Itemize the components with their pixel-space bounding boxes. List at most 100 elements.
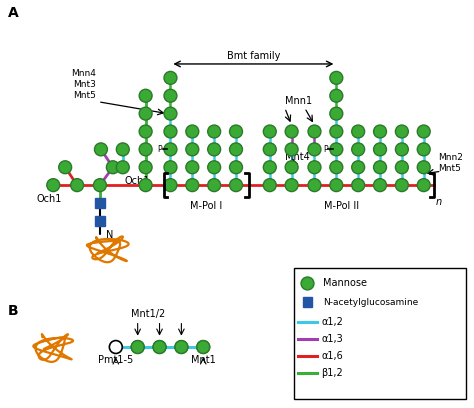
Text: α1,3: α1,3	[321, 334, 343, 344]
Circle shape	[116, 143, 129, 156]
Text: P: P	[157, 145, 162, 154]
Text: M-Pol II: M-Pol II	[324, 201, 359, 211]
Text: Mannose: Mannose	[323, 278, 367, 288]
Circle shape	[374, 161, 386, 174]
Text: Mnt4: Mnt4	[285, 152, 310, 162]
Circle shape	[285, 161, 298, 174]
Circle shape	[308, 125, 321, 138]
Text: Mnt1/2: Mnt1/2	[131, 309, 166, 319]
Text: α1,6: α1,6	[321, 351, 343, 361]
Text: Mnt1: Mnt1	[191, 355, 216, 366]
Circle shape	[374, 125, 386, 138]
Circle shape	[186, 143, 199, 156]
Circle shape	[116, 161, 129, 174]
Circle shape	[330, 161, 343, 174]
Circle shape	[417, 143, 430, 156]
Text: A: A	[8, 7, 18, 20]
Circle shape	[139, 143, 152, 156]
Circle shape	[264, 161, 276, 174]
Circle shape	[153, 341, 166, 353]
Circle shape	[208, 125, 220, 138]
Circle shape	[308, 179, 321, 192]
Circle shape	[186, 125, 199, 138]
Circle shape	[164, 161, 177, 174]
Circle shape	[374, 179, 386, 192]
Circle shape	[330, 107, 343, 120]
Circle shape	[164, 107, 177, 120]
Circle shape	[208, 179, 220, 192]
Circle shape	[285, 143, 298, 156]
Circle shape	[186, 161, 199, 174]
Circle shape	[164, 125, 177, 138]
Circle shape	[374, 143, 386, 156]
Circle shape	[352, 161, 365, 174]
Circle shape	[301, 277, 314, 290]
Text: Och1: Och1	[36, 193, 62, 204]
Circle shape	[352, 143, 365, 156]
Text: M-Pol I: M-Pol I	[190, 201, 222, 211]
Circle shape	[197, 341, 210, 353]
Circle shape	[139, 125, 152, 138]
Text: Och1: Och1	[125, 176, 150, 186]
Circle shape	[395, 143, 408, 156]
Text: Bmt family: Bmt family	[227, 51, 280, 61]
Circle shape	[164, 71, 177, 84]
Text: Mnn2
Mnt5: Mnn2 Mnt5	[438, 153, 464, 173]
Circle shape	[47, 179, 60, 192]
Circle shape	[229, 143, 243, 156]
Circle shape	[175, 341, 188, 353]
Circle shape	[94, 143, 108, 156]
Text: n: n	[436, 197, 442, 207]
Circle shape	[352, 125, 365, 138]
Circle shape	[208, 143, 220, 156]
Text: Pmt1-5: Pmt1-5	[98, 355, 134, 366]
Text: N-acetylglucosamine: N-acetylglucosamine	[323, 298, 419, 307]
Circle shape	[330, 89, 343, 102]
Circle shape	[229, 125, 243, 138]
Circle shape	[131, 341, 144, 353]
Bar	[302, 297, 312, 307]
Text: B: B	[8, 304, 18, 318]
Circle shape	[93, 179, 106, 192]
Circle shape	[139, 107, 152, 120]
Circle shape	[395, 125, 408, 138]
Circle shape	[131, 341, 144, 353]
Circle shape	[139, 89, 152, 102]
Circle shape	[186, 179, 199, 192]
Circle shape	[285, 179, 298, 192]
Circle shape	[139, 161, 152, 174]
Text: α1,2: α1,2	[321, 317, 343, 327]
Circle shape	[264, 125, 276, 138]
Circle shape	[229, 161, 243, 174]
Circle shape	[308, 161, 321, 174]
Circle shape	[264, 179, 276, 192]
Text: Mnn1: Mnn1	[285, 95, 312, 106]
Circle shape	[164, 143, 177, 156]
Bar	[293, 268, 466, 399]
Circle shape	[417, 125, 430, 138]
Circle shape	[330, 179, 343, 192]
Circle shape	[308, 143, 321, 156]
Bar	[95, 198, 105, 208]
Circle shape	[395, 161, 408, 174]
Circle shape	[352, 179, 365, 192]
Circle shape	[164, 89, 177, 102]
Circle shape	[109, 341, 122, 353]
Circle shape	[139, 179, 152, 192]
Circle shape	[330, 143, 343, 156]
Text: β1,2: β1,2	[321, 368, 343, 378]
Text: N: N	[106, 230, 113, 240]
Text: Mnn4
Mnt3
Mnt5: Mnn4 Mnt3 Mnt5	[71, 69, 96, 100]
Circle shape	[330, 71, 343, 84]
Circle shape	[164, 179, 177, 192]
Circle shape	[208, 161, 220, 174]
Circle shape	[106, 161, 119, 174]
Circle shape	[175, 341, 188, 353]
Circle shape	[71, 179, 83, 192]
Circle shape	[330, 125, 343, 138]
Circle shape	[395, 179, 408, 192]
Circle shape	[285, 125, 298, 138]
Circle shape	[197, 341, 210, 353]
Circle shape	[59, 161, 72, 174]
Text: P: P	[323, 145, 328, 154]
